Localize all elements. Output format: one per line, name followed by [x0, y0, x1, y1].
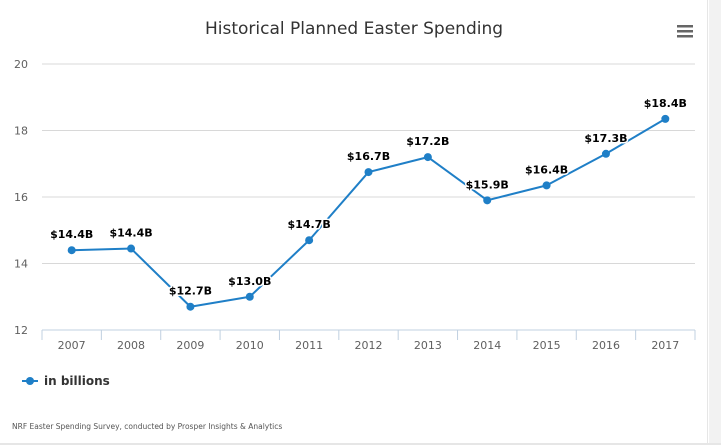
- data-point-2015[interactable]: [542, 181, 551, 190]
- data-point-2012[interactable]: [364, 168, 373, 177]
- gridlines: [42, 63, 695, 264]
- series-in-billions: [67, 114, 670, 311]
- data-labels: $14.4B $14.4B $12.7B $13.0B $14.7B $16.7B $17.…: [49, 95, 689, 299]
- data-point-2007[interactable]: [67, 246, 76, 255]
- data-label-2013: $17.2B: [406, 135, 449, 148]
- x-tick-label-2010: 2010: [236, 339, 264, 352]
- x-tick-label-2014: 2014: [473, 339, 501, 352]
- x-tick-label-2017: 2017: [651, 339, 679, 352]
- legend[interactable]: in billions: [22, 374, 110, 388]
- data-point-2017[interactable]: [661, 114, 670, 123]
- x-tick-label-2008: 2008: [117, 339, 145, 352]
- y-tick-label-20: 20: [14, 58, 28, 71]
- legend-item-in-billions[interactable]: in billions: [44, 374, 110, 388]
- page-scrollbar-track[interactable]: [709, 0, 721, 445]
- y-axis-labels: 12 14 16 18 20: [14, 58, 28, 337]
- data-point-2009[interactable]: [186, 302, 195, 311]
- y-tick-label-14: 14: [14, 258, 28, 271]
- data-point-2013[interactable]: [423, 153, 432, 162]
- y-tick-label-18: 18: [14, 125, 28, 138]
- line-chart: Historical Planned Easter Spending 12141…: [12, 18, 698, 431]
- x-tick-label-2007: 2007: [58, 339, 86, 352]
- bottom-border: [0, 443, 721, 445]
- data-label-2011: $14.7B: [288, 218, 331, 231]
- hamburger-menu-icon[interactable]: [677, 25, 693, 38]
- data-label-2014: $15.9B: [466, 178, 509, 191]
- data-point-2008[interactable]: [127, 244, 136, 253]
- x-tick-label-2012: 2012: [355, 339, 383, 352]
- chart-title: Historical Planned Easter Spending: [205, 19, 503, 39]
- data-label-2015: $16.4B: [525, 163, 568, 176]
- x-tick-label-2009: 2009: [176, 339, 204, 352]
- x-tick-label-2016: 2016: [592, 339, 620, 352]
- data-label-2010: $13.0B: [228, 275, 271, 288]
- x-tick-label-2011: 2011: [295, 339, 323, 352]
- y-tick-label-16: 16: [14, 191, 28, 204]
- data-label-2012: $16.7B: [347, 150, 390, 163]
- data-point-2016[interactable]: [601, 149, 610, 158]
- x-tick-label-2013: 2013: [414, 339, 442, 352]
- chart-menu-button[interactable]: [670, 18, 698, 42]
- x-axis: 2007 2008 2009 2010 2011 2012 2013 2014 2015 2016…: [41, 329, 696, 352]
- data-label-2016: $17.3B: [584, 132, 627, 145]
- chart-credits[interactable]: NRF Easter Spending Survey, conducted by…: [12, 422, 282, 431]
- data-label-2007: $14.4B: [50, 228, 93, 241]
- series-line: [71, 118, 666, 308]
- data-point-2014[interactable]: [483, 196, 492, 205]
- x-tick-label-2015: 2015: [533, 339, 561, 352]
- data-label-2017: $18.4B: [644, 97, 687, 110]
- data-point-2011[interactable]: [305, 236, 314, 245]
- data-point-2010[interactable]: [245, 292, 254, 301]
- y-tick-label-12: 12: [14, 324, 28, 337]
- legend-marker-icon[interactable]: [26, 377, 34, 385]
- chart-frame: [707, 0, 708, 443]
- data-label-2009: $12.7B: [169, 285, 212, 298]
- data-label-2008: $14.4B: [109, 227, 152, 240]
